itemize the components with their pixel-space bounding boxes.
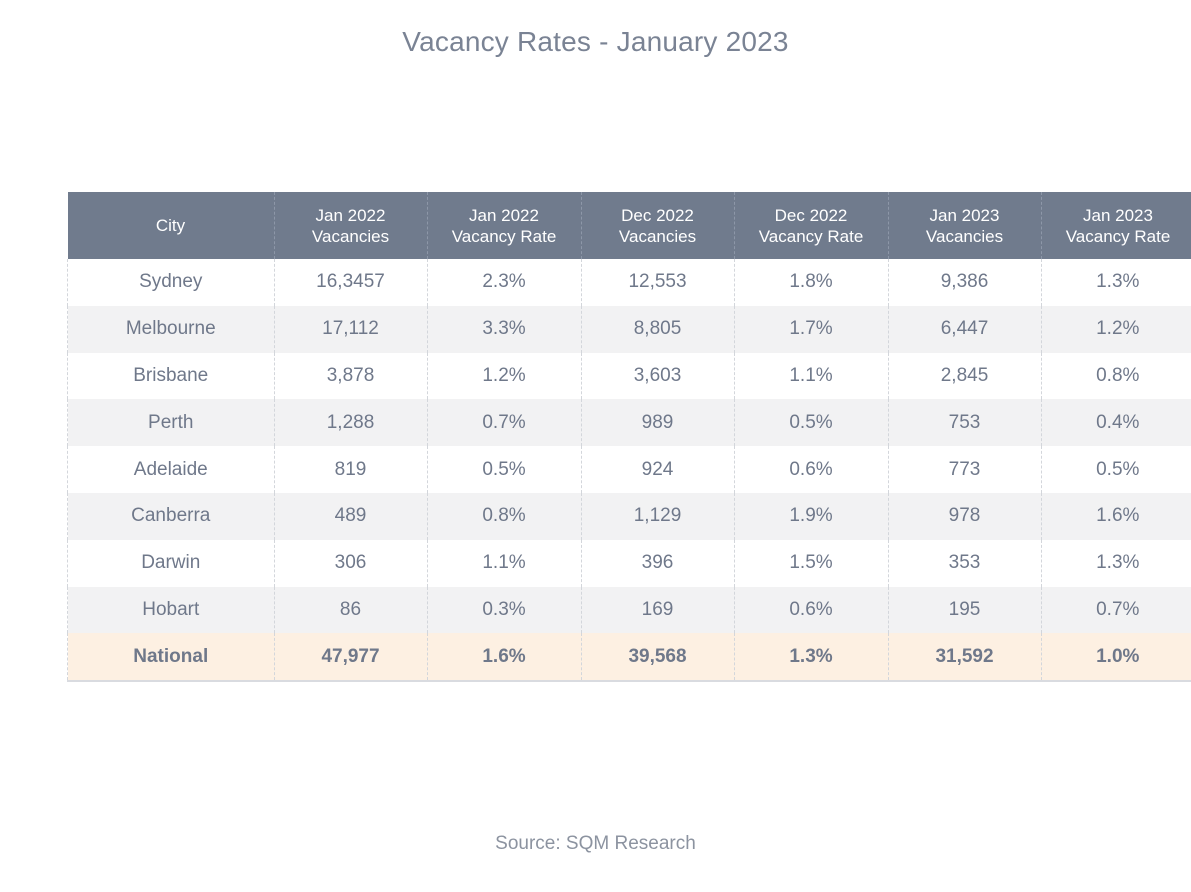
value-cell: 1.9% [733,492,889,540]
value-cell: 1.2% [1040,305,1191,353]
city-cell: Sydney [67,259,275,306]
table-row: Sydney 16,3457 2.3% 12,553 1.8% 9,386 1.3% [67,259,1191,306]
value-cell: 1.0% [1040,633,1191,683]
column-header: City [67,192,275,259]
value-cell: 0.7% [426,399,582,447]
value-cell: 195 [887,586,1042,634]
value-cell: 0.6% [733,586,889,634]
chart-title: Vacancy Rates - January 2023 [402,26,789,57]
value-cell: 1.8% [733,259,889,306]
value-cell: 16,3457 [273,259,428,306]
value-cell: 0.8% [1040,352,1191,400]
value-cell: 1.3% [733,633,889,683]
value-cell: 1,129 [580,492,735,540]
value-cell: 0.5% [733,399,889,447]
column-header: Jan 2022 Vacancy Rate [426,192,582,259]
value-cell: 773 [887,446,1042,493]
value-cell: 1.1% [426,539,582,587]
column-header: Jan 2023 Vacancy Rate [1040,192,1191,259]
table-row: Perth 1,288 0.7% 989 0.5% 753 0.4% [67,399,1191,447]
city-cell: Hobart [67,586,275,634]
table-header-row: City Jan 2022 Vacancies Jan 2022 Vacancy Rat… [67,192,1191,259]
city-cell: Melbourne [67,305,275,353]
value-cell: 489 [273,492,428,540]
city-cell: Canberra [67,492,275,540]
table-row: Brisbane 3,878 1.2% 3,603 1.1% 2,845 0.8% [67,352,1191,400]
value-cell: 6,447 [887,305,1042,353]
value-cell: 169 [580,586,735,634]
table-row: Darwin 306 1.1% 396 1.5% 353 1.3% [67,539,1191,587]
column-header: Dec 2022 Vacancy Rate [733,192,889,259]
value-cell: 1,288 [273,399,428,447]
value-cell: 753 [887,399,1042,447]
vacancy-table: City Jan 2022 Vacancies Jan 2022 Vacancy Rat… [67,192,1191,683]
table-row: Hobart 86 0.3% 169 0.6% 195 0.7% [67,586,1191,634]
value-cell: 9,386 [887,259,1042,306]
value-cell: 0.6% [733,446,889,493]
value-cell: 3.3% [426,305,582,353]
table-row: Melbourne 17,112 3.3% 8,805 1.7% 6,447 1.2% [67,305,1191,353]
value-cell: 2,845 [887,352,1042,400]
value-cell: 0.8% [426,492,582,540]
table-body: Sydney 16,3457 2.3% 12,553 1.8% 9,386 1.3% Melb… [67,259,1191,683]
value-cell: 1.6% [426,633,582,683]
value-cell: 1.3% [1040,259,1191,306]
value-cell: 8,805 [580,305,735,353]
vacancy-table-container: City Jan 2022 Vacancies Jan 2022 Vacancy Rat… [67,192,1191,683]
value-cell: 1.1% [733,352,889,400]
value-cell: 396 [580,539,735,587]
value-cell: 1.7% [733,305,889,353]
value-cell: 3,603 [580,352,735,400]
value-cell: 3,878 [273,352,428,400]
value-cell: 0.5% [1040,446,1191,493]
value-cell: 17,112 [273,305,428,353]
value-cell: 1.3% [1040,539,1191,587]
value-cell: 1.6% [1040,492,1191,540]
city-cell: Perth [67,399,275,447]
value-cell: 47,977 [273,633,428,683]
value-cell: 0.7% [1040,586,1191,634]
value-cell: 1.5% [733,539,889,587]
value-cell: 39,568 [580,633,735,683]
table-row: Adelaide 819 0.5% 924 0.6% 773 0.5% [67,446,1191,493]
value-cell: 31,592 [887,633,1042,683]
column-header: Dec 2022 Vacancies [580,192,735,259]
value-cell: 978 [887,492,1042,540]
value-cell: 12,553 [580,259,735,306]
source-note: Source: SQM Research [495,833,696,854]
value-cell: 1.2% [426,352,582,400]
value-cell: 0.4% [1040,399,1191,447]
value-cell: 353 [887,539,1042,587]
national-total-row: National 47,977 1.6% 39,568 1.3% 31,592 1.0% [67,633,1191,683]
value-cell: 819 [273,446,428,493]
value-cell: 924 [580,446,735,493]
value-cell: 86 [273,586,428,634]
table-row: Canberra 489 0.8% 1,129 1.9% 978 1.6% [67,492,1191,540]
column-header: Jan 2022 Vacancies [273,192,428,259]
value-cell: 989 [580,399,735,447]
city-cell: National [67,633,275,683]
city-cell: Brisbane [67,352,275,400]
value-cell: 0.3% [426,586,582,634]
city-cell: Darwin [67,539,275,587]
value-cell: 0.5% [426,446,582,493]
value-cell: 306 [273,539,428,587]
value-cell: 2.3% [426,259,582,306]
column-header: Jan 2023 Vacancies [887,192,1042,259]
city-cell: Adelaide [67,446,275,493]
